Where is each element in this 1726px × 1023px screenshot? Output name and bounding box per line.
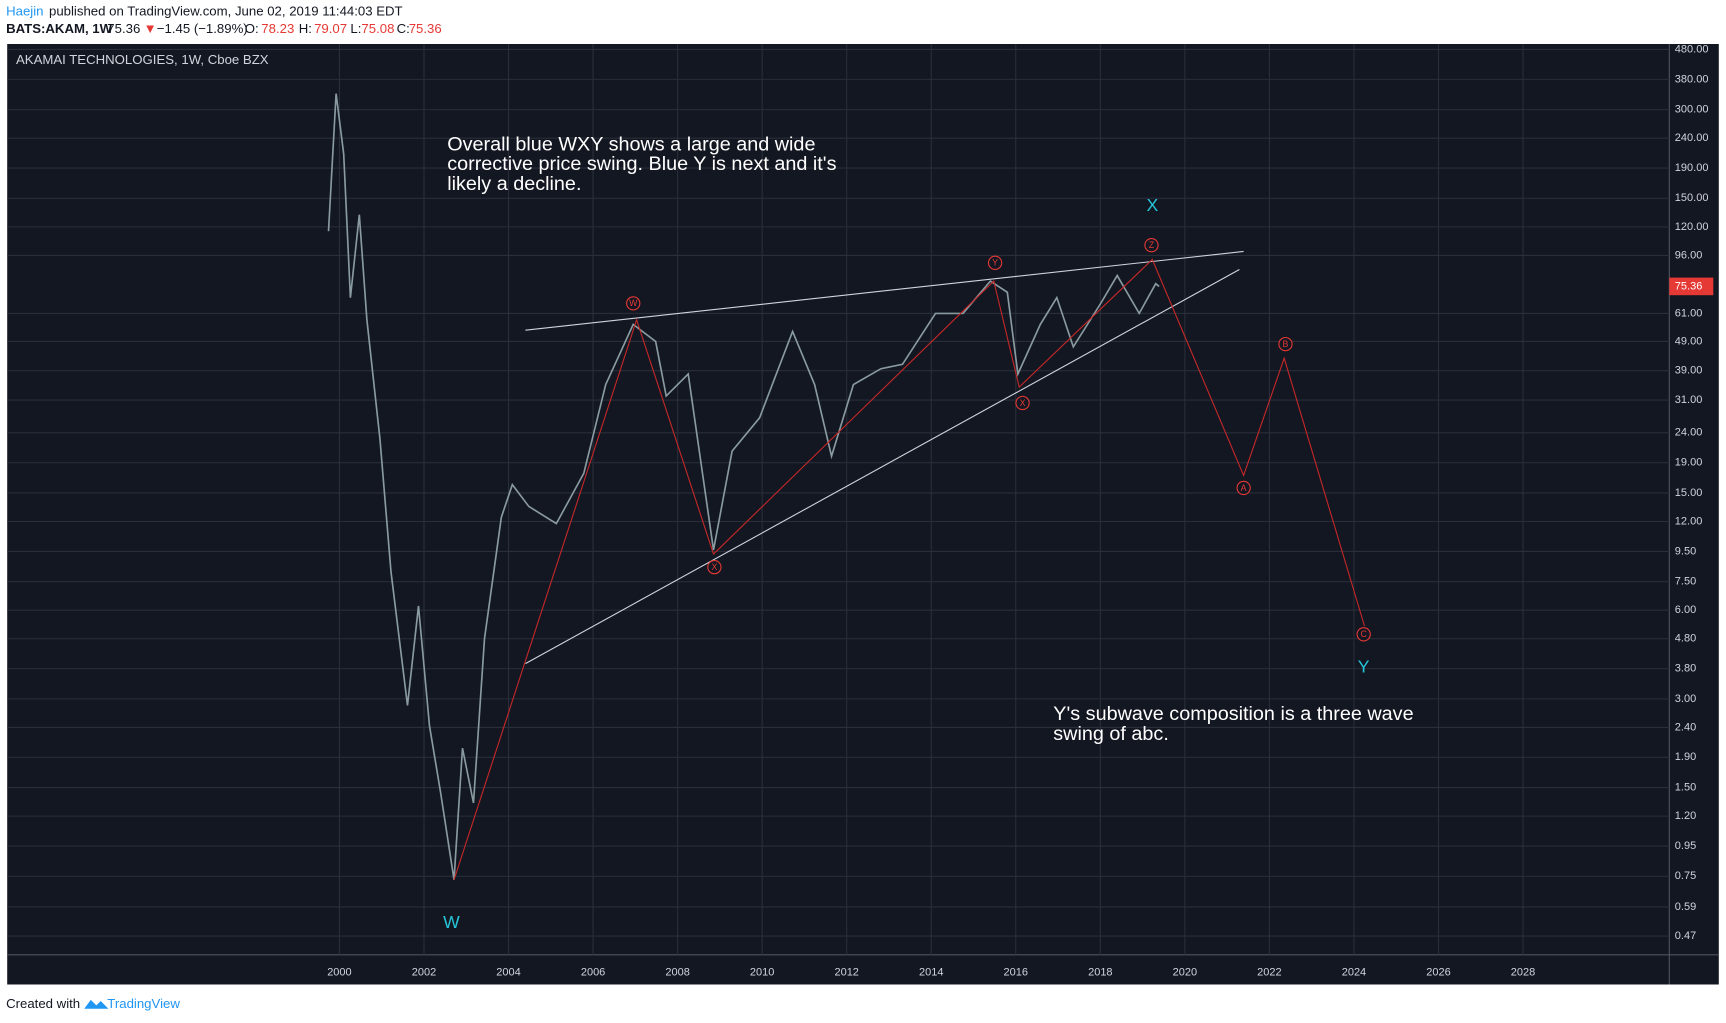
wave-label-circle bbox=[987, 255, 1003, 270]
wave-label-circle bbox=[1236, 480, 1251, 496]
last-price-label: 75.36 bbox=[1675, 280, 1703, 292]
chart-title: AKAMAI TECHNOLOGIES, 1W, Cboe BZX bbox=[16, 52, 269, 67]
x-tick-label: 2014 bbox=[919, 966, 943, 978]
brand[interactable]: TradingView bbox=[107, 996, 180, 1011]
author[interactable]: Haejin bbox=[6, 4, 43, 19]
wave-path bbox=[453, 258, 1366, 880]
x-tick-label: 2016 bbox=[1004, 966, 1028, 978]
y-tick-label: 24.00 bbox=[1675, 427, 1703, 439]
open: 78.23 bbox=[261, 21, 294, 36]
wave-label: X bbox=[1020, 398, 1026, 408]
x-tick-label: 2002 bbox=[412, 966, 436, 978]
last-price-box bbox=[1669, 277, 1714, 296]
y-tick-label: 480.00 bbox=[1675, 43, 1709, 55]
y-tick-label: 150.00 bbox=[1675, 192, 1709, 204]
trend-line bbox=[525, 269, 1240, 665]
annotation-line: swing of abc. bbox=[1053, 723, 1169, 745]
wave-label: Y bbox=[992, 258, 998, 268]
wave-label-circle bbox=[626, 296, 641, 311]
y-tick-label: 4.80 bbox=[1675, 633, 1696, 645]
x-tick-label: 2012 bbox=[834, 966, 858, 978]
y-tick-label: 49.00 bbox=[1675, 335, 1703, 347]
trend-line bbox=[525, 250, 1244, 331]
wave-label: B bbox=[1283, 339, 1289, 349]
annotation-line: Y's subwave composition is a three wave bbox=[1053, 703, 1413, 725]
wave-label: C bbox=[1361, 629, 1368, 639]
y-tick-label: 7.50 bbox=[1675, 576, 1696, 588]
major-wave-label: W bbox=[443, 912, 460, 932]
y-tick-label: 0.59 bbox=[1675, 901, 1696, 913]
wave-label: Z bbox=[1149, 240, 1155, 250]
y-tick-label: 96.00 bbox=[1675, 249, 1703, 261]
y-tick-label: 380.00 bbox=[1675, 73, 1709, 85]
price: 75.36 bbox=[107, 21, 140, 36]
l-label: L: bbox=[350, 21, 361, 36]
y-tick-label: 240.00 bbox=[1675, 132, 1709, 144]
y-tick-label: 6.00 bbox=[1675, 604, 1696, 616]
plot: W X Y X Z A B C W X Y Overall blue WXY shows a larg… bbox=[327, 93, 1414, 932]
x-tick-label: 2006 bbox=[581, 966, 605, 978]
change: −1.45 (−1.89%) bbox=[157, 21, 248, 36]
created-with: Created with bbox=[6, 996, 80, 1011]
y-tick-label: 2.40 bbox=[1675, 721, 1696, 733]
annotation-line: likely a decline. bbox=[447, 173, 581, 195]
y-tick-label: 15.00 bbox=[1675, 487, 1703, 499]
wave-label-circle bbox=[1356, 627, 1371, 642]
major-wave-label: Y bbox=[1358, 656, 1370, 676]
x-tick-label: 2020 bbox=[1173, 966, 1197, 978]
x-tick-label: 2018 bbox=[1088, 966, 1112, 978]
annotation-line: Overall blue WXY shows a large and wide bbox=[447, 133, 815, 155]
x-tick-label: 2000 bbox=[327, 966, 351, 978]
y-tick-label: 190.00 bbox=[1675, 162, 1709, 174]
grid bbox=[7, 44, 1670, 955]
quote-line: BATS:AKAM, 1W 75.36 ▼ −1.45 (−1.89%) O: … bbox=[6, 21, 442, 36]
y-tick-label: 1.50 bbox=[1675, 781, 1696, 793]
x-tick-label: 2004 bbox=[496, 966, 520, 978]
o-label: O: bbox=[245, 21, 259, 36]
y-tick-label: 3.80 bbox=[1675, 663, 1696, 675]
y-tick-label: 31.00 bbox=[1675, 394, 1703, 406]
chart-background bbox=[7, 44, 1719, 985]
x-tick-label: 2028 bbox=[1511, 966, 1535, 978]
arrow: ▼ bbox=[144, 21, 157, 36]
y-tick-label: 120.00 bbox=[1675, 221, 1709, 233]
wave-label-circle bbox=[1015, 395, 1030, 411]
y-tick-label: 0.75 bbox=[1675, 870, 1696, 882]
price-line bbox=[327, 93, 1160, 880]
wave-label-circle bbox=[707, 559, 722, 575]
y-tick-label: 1.90 bbox=[1675, 751, 1696, 763]
h-label: H: bbox=[299, 21, 312, 36]
x-tick-label: 2026 bbox=[1426, 966, 1450, 978]
x-tick-label: 2024 bbox=[1342, 966, 1366, 978]
y-tick-label: 1.20 bbox=[1675, 810, 1696, 822]
high: 79.07 bbox=[314, 21, 347, 36]
wave-label-circle bbox=[1144, 238, 1159, 253]
y-tick-label: 3.00 bbox=[1675, 693, 1696, 705]
y-tick-label: 9.50 bbox=[1675, 545, 1696, 557]
annotation-line: corrective price swing. Blue Y is next a… bbox=[447, 153, 836, 175]
symbol: BATS:AKAM, 1W bbox=[6, 21, 113, 36]
x-tick-label: 2008 bbox=[665, 966, 689, 978]
y-tick-label: 12.00 bbox=[1675, 515, 1703, 527]
y-tick-label: 300.00 bbox=[1675, 104, 1709, 116]
c-label: C: bbox=[397, 21, 410, 36]
y-tick-label: 0.47 bbox=[1675, 930, 1696, 942]
tv-logo bbox=[84, 999, 109, 1009]
y-tick-label: 0.95 bbox=[1675, 840, 1696, 852]
x-tick-label: 2022 bbox=[1257, 966, 1281, 978]
y-tick-label: 61.00 bbox=[1675, 307, 1703, 319]
low: 75.08 bbox=[361, 21, 394, 36]
wave-label: W bbox=[629, 298, 638, 308]
y-tick-label: 39.00 bbox=[1675, 365, 1703, 377]
wave-label-circle bbox=[1278, 336, 1293, 352]
published: published on TradingView.com, June 02, 2… bbox=[49, 4, 403, 19]
wave-label: X bbox=[711, 562, 717, 572]
major-wave-label: X bbox=[1146, 195, 1158, 215]
wave-label: A bbox=[1241, 483, 1247, 493]
y-tick-label: 19.00 bbox=[1675, 457, 1703, 469]
close: 75.36 bbox=[409, 21, 442, 36]
x-tick-label: 2010 bbox=[750, 966, 774, 978]
